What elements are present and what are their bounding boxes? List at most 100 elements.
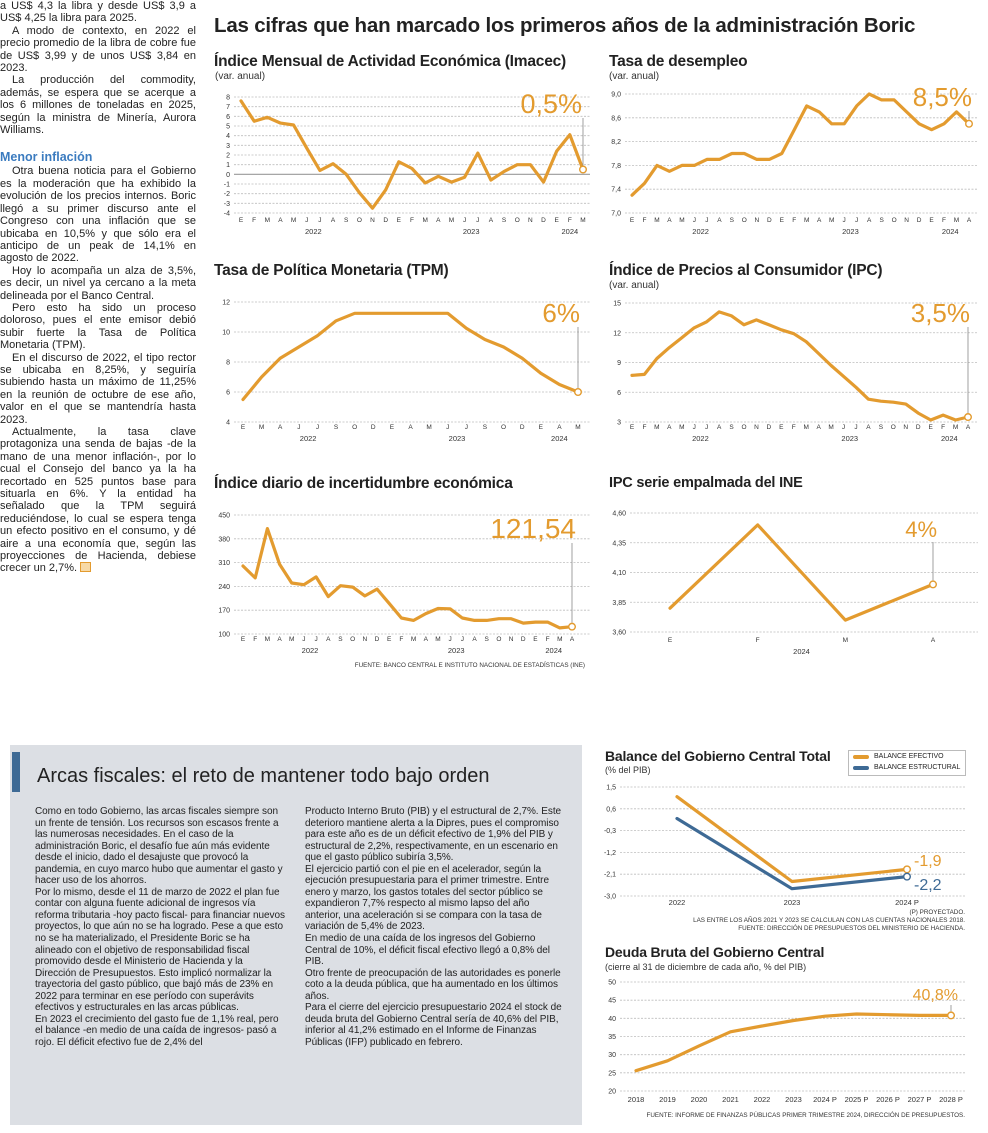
x-tick-label: 2023 <box>785 1095 802 1104</box>
chart-imacec: 8 7 6 5 4 3 2 1 0 -1 -2 -3 -4 E F M A M J J A S O N D E F M A M J J A S O N… <box>224 89 590 236</box>
callout-value: 6% <box>542 298 580 328</box>
x-tick-label: M <box>804 217 809 224</box>
fiscal-paragraph: Por lo mismo, desde el 11 de marzo de 20… <box>35 886 285 1014</box>
x-tick-label: F <box>253 636 257 643</box>
end-of-article-icon <box>80 562 92 573</box>
x-tick-label: O <box>496 636 501 643</box>
page-title: Las cifras que han marcado los primeros … <box>214 14 916 37</box>
x-tick-label: O <box>352 424 357 431</box>
y-tick-label: 8,2 <box>611 139 621 146</box>
x-tick-label: S <box>879 217 884 224</box>
x-tick-label: M <box>449 217 454 224</box>
x-tick-label: A <box>966 424 971 431</box>
y-tick-label: 4 <box>226 420 230 427</box>
x-tick-label: O <box>742 217 747 224</box>
chart-title-ipc-empalmada: IPC serie empalmada del INE <box>609 475 803 491</box>
last-point-marker <box>903 865 912 874</box>
section-heading: Menor inflación <box>0 150 93 165</box>
x-tick-label: D <box>371 424 376 431</box>
x-tick-label: J <box>465 424 468 431</box>
x-tick-label: N <box>904 217 909 224</box>
last-point-marker <box>903 872 912 881</box>
x-tick-label: 2018 <box>628 1095 645 1104</box>
note: LAS ENTRE LOS AÑOS 2021 Y 2023 SE CALCUL… <box>693 917 965 924</box>
last-point-marker <box>964 413 973 422</box>
chart-title-balance: Balance del Gobierno Central Total <box>605 748 831 764</box>
x-tick-label: S <box>485 636 490 643</box>
chart-desempleo: 9,08,68,27,87,47,0E F M A M J J A S O N D E F M A M J J A S O… <box>611 82 978 236</box>
x-tick-label: J <box>446 424 449 431</box>
y-tick-label: 240 <box>218 584 230 591</box>
x-tick-label: J <box>305 217 308 224</box>
chart-title-imacec: Índice Mensual de Actividad Económica (I… <box>214 53 567 70</box>
x-tick-label: A <box>816 424 821 431</box>
x-tick-label: M <box>679 217 684 224</box>
source-note: FUENTE: BANCO CENTRAL E INSTITUTO NACION… <box>354 662 585 669</box>
callout-value: -2,2 <box>914 877 942 894</box>
y-tick-label: 3 <box>617 420 621 427</box>
y-tick-label: 8,6 <box>611 115 621 122</box>
year-label: 2024 <box>793 647 810 656</box>
chart-title-incertidumbre: Índice diario de incertidumbre económica <box>214 475 513 492</box>
y-tick-label: 40 <box>608 1016 616 1023</box>
y-tick-label: 20 <box>608 1089 616 1096</box>
x-tick-label: M <box>557 636 562 643</box>
x-tick-label: J <box>449 636 452 643</box>
x-tick-label: A <box>278 424 283 431</box>
x-tick-label: J <box>693 217 696 224</box>
x-tick-label: F <box>642 217 646 224</box>
chart-subtitle-balance: (% del PIB) <box>605 765 651 775</box>
x-tick-label: F <box>410 217 414 224</box>
x-tick-label: N <box>754 217 759 224</box>
legend-swatch-orange <box>853 754 869 759</box>
article-paragraph: A modo de contexto, en 2022 el precio pr… <box>0 24 196 75</box>
x-tick-label: M <box>654 217 659 224</box>
x-tick-label: S <box>730 217 735 224</box>
x-tick-label: S <box>338 636 343 643</box>
x-tick-label: A <box>424 636 429 643</box>
x-tick-label: J <box>854 424 857 431</box>
x-tick-label: A <box>331 217 336 224</box>
x-tick-label: A <box>408 424 413 431</box>
legend-item-estructural: BALANCE ESTRUCTURAL <box>849 762 965 773</box>
series-line <box>630 310 970 422</box>
year-label: 2024 <box>562 227 579 236</box>
callout-value: 4% <box>905 517 937 542</box>
last-point-marker <box>965 119 974 128</box>
x-tick-label: J <box>855 217 858 224</box>
x-tick-label: D <box>521 636 526 643</box>
series-line <box>241 527 574 630</box>
x-tick-label: F <box>792 424 796 431</box>
year-label: 2022 <box>305 227 322 236</box>
x-tick-label: E <box>533 636 538 643</box>
x-tick-label: S <box>344 217 349 224</box>
y-tick-label: 3,85 <box>612 600 626 607</box>
y-tick-label: 170 <box>218 608 230 615</box>
y-tick-label: 4,10 <box>612 570 626 577</box>
x-tick-label: A <box>667 424 672 431</box>
y-tick-label: 1,5 <box>606 785 616 792</box>
legend-label: BALANCE EFECTIVO <box>874 753 944 760</box>
x-tick-label: M <box>265 217 270 224</box>
year-label: 2023 <box>842 227 859 236</box>
chart-subtitle-ipc: (var. anual) <box>609 280 660 291</box>
x-tick-label: E <box>779 424 784 431</box>
y-tick-label: 10 <box>222 330 230 337</box>
year-label: 2023 <box>841 434 858 443</box>
year-label: 2022 <box>692 227 709 236</box>
callout-value: 121,54 <box>490 513 576 544</box>
y-tick-label: 15 <box>613 301 621 308</box>
x-tick-label: D <box>520 424 525 431</box>
x-tick-label: O <box>892 217 897 224</box>
x-tick-label: A <box>967 217 972 224</box>
x-tick-label: J <box>318 217 321 224</box>
y-tick-label: -3 <box>224 201 230 208</box>
x-tick-label: N <box>528 217 533 224</box>
callout-value: -1,9 <box>914 853 942 870</box>
chart-title-tpm: Tasa de Política Monetaria (TPM) <box>214 262 449 279</box>
x-tick-label: M <box>411 636 416 643</box>
article-paragraph: Actualmente, la tasa clave protagoniza u… <box>0 426 196 575</box>
series-line <box>630 92 971 197</box>
legend-swatch-blue <box>853 765 869 770</box>
